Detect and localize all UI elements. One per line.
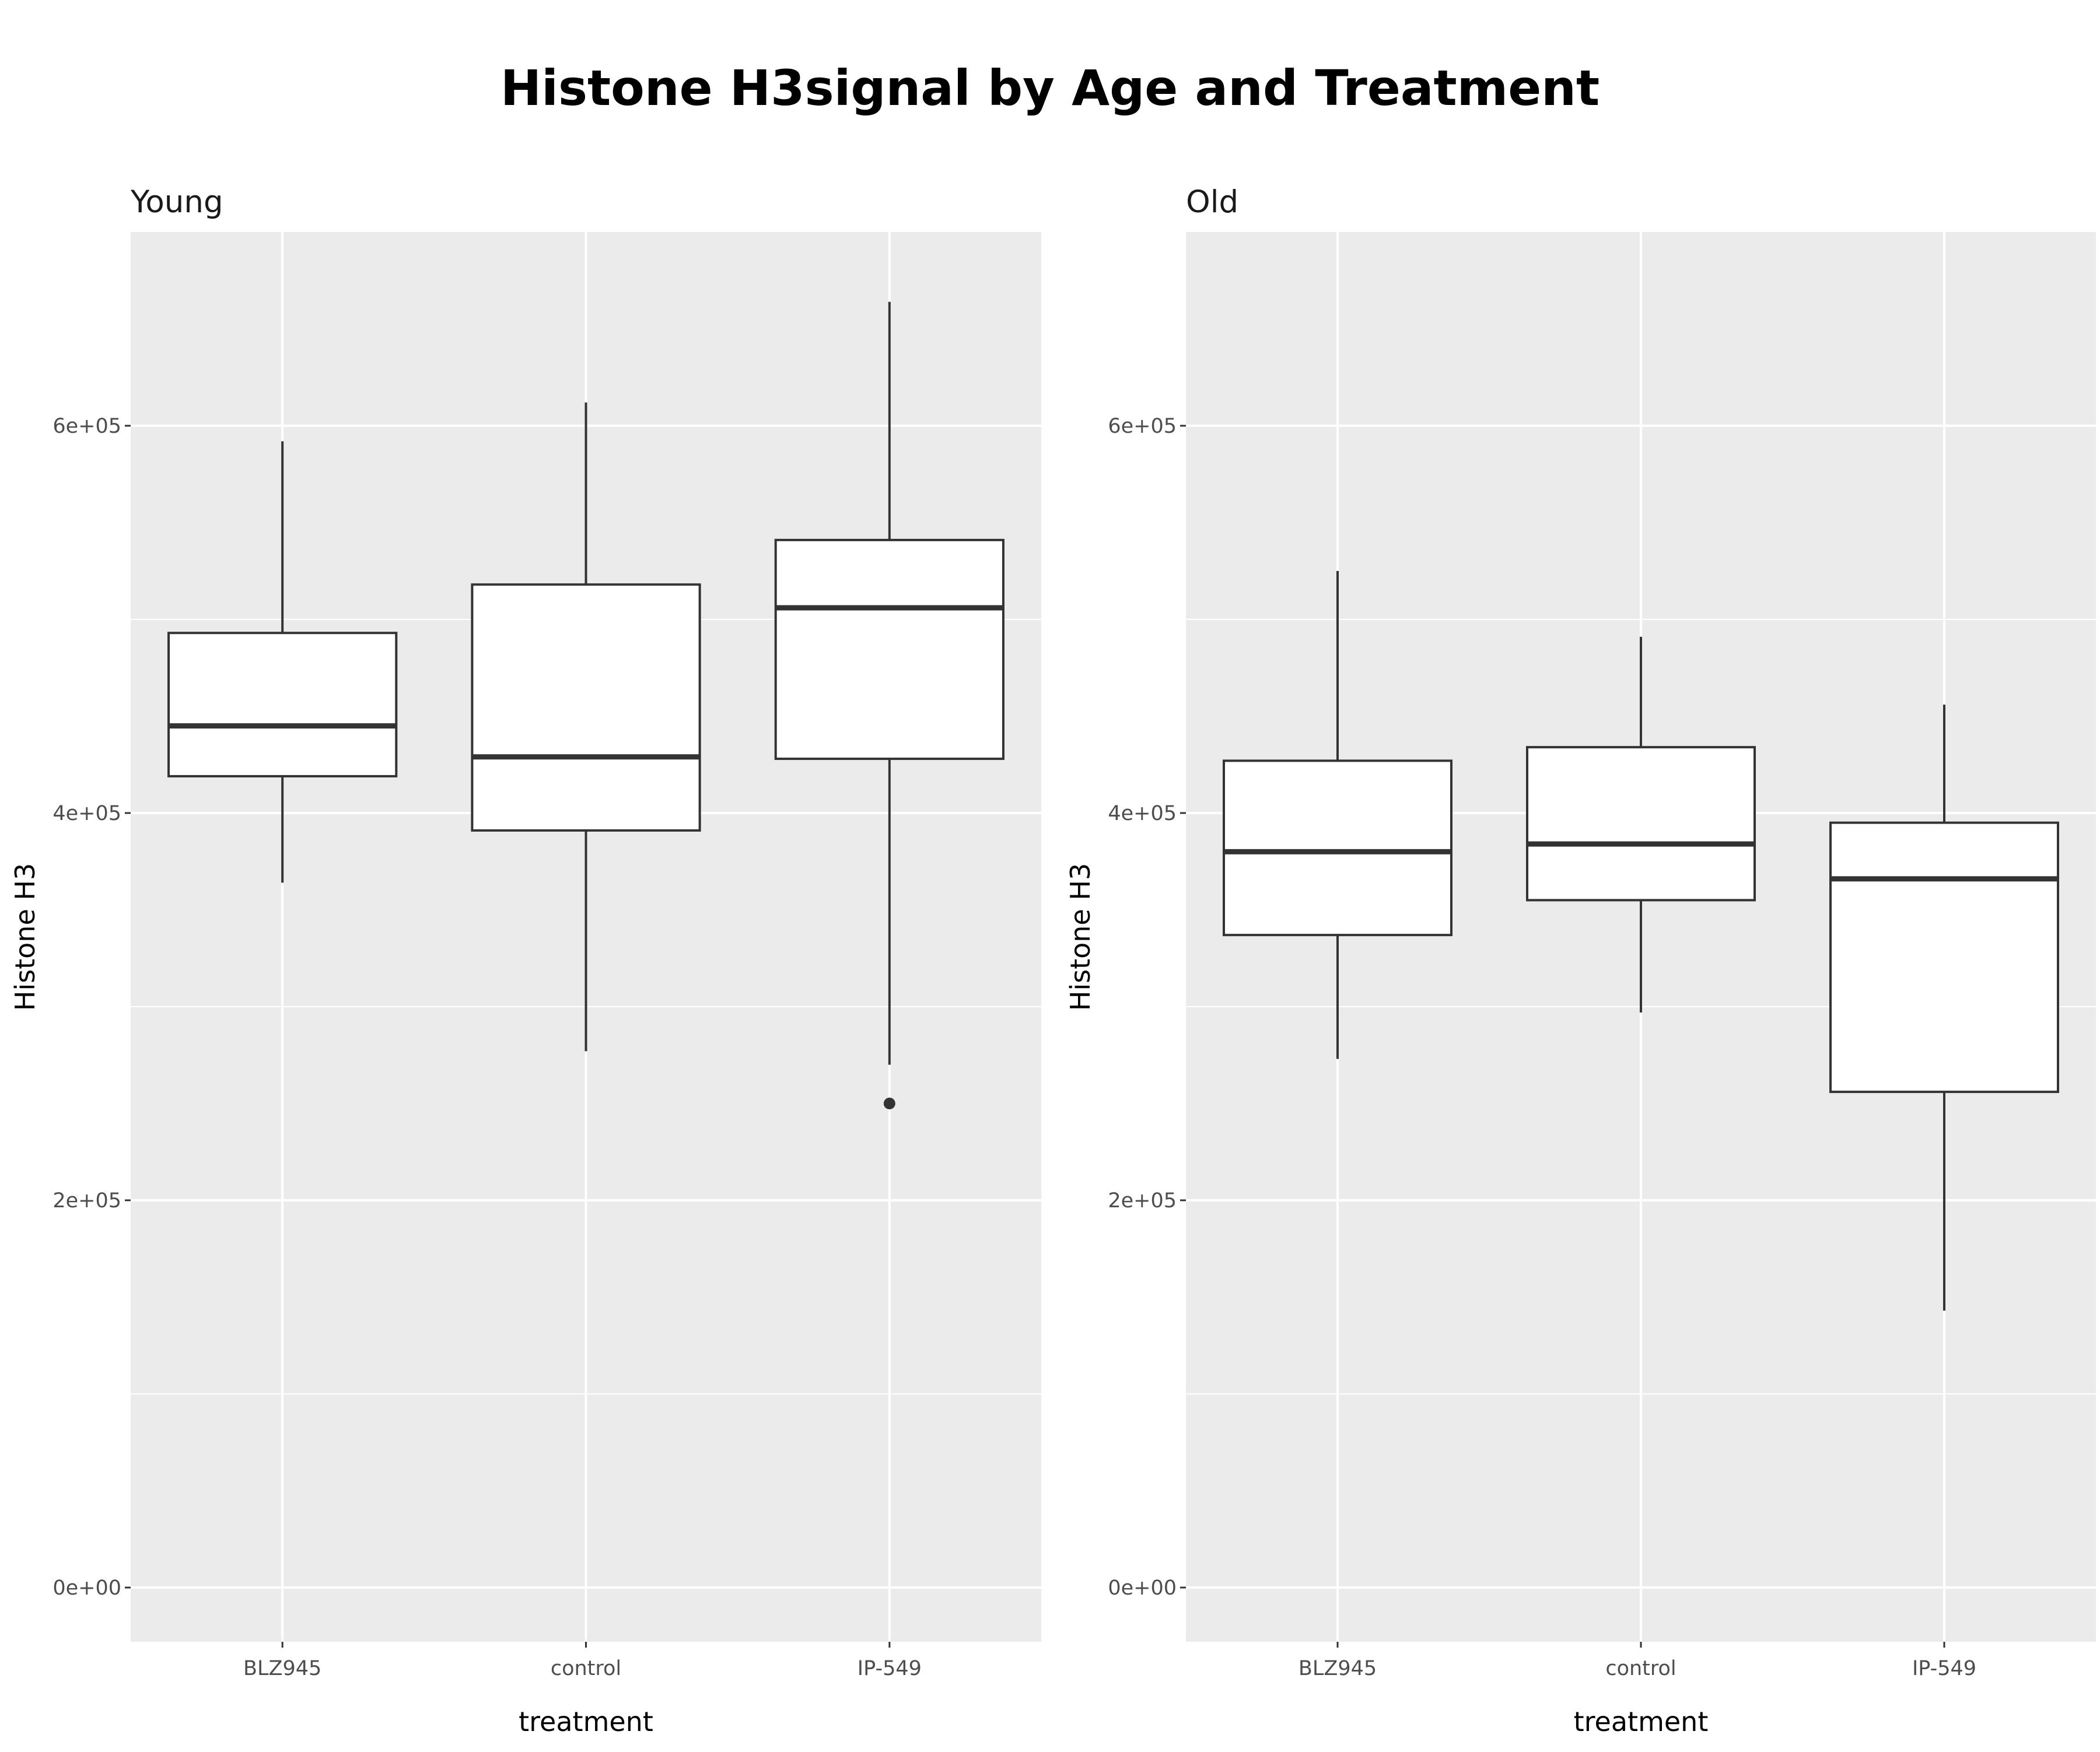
- iqr-box: [1829, 821, 2059, 1094]
- iqr-box: [774, 538, 1005, 761]
- iqr-box: [1526, 746, 1756, 902]
- facet-panel-old: Old 0e+00 2e+05 4e+05 6e+05 BLZ945 control IP-5…: [1065, 184, 2096, 1737]
- y-tick-label: 0e+00: [1108, 1576, 1177, 1600]
- x-axis-title: treatment: [1574, 1706, 1709, 1737]
- x-tick-label: IP-549: [858, 1657, 922, 1680]
- x-tick-label: control: [551, 1657, 621, 1680]
- x-tick-label: IP-549: [1912, 1657, 1976, 1680]
- box-control: [471, 402, 701, 1052]
- y-tick-label: 0e+00: [52, 1576, 121, 1600]
- outlier-point: [883, 1098, 895, 1110]
- y-tick-label: 2e+05: [1108, 1189, 1177, 1213]
- x-axis-title: treatment: [519, 1706, 653, 1737]
- y-tick-label: 6e+05: [1108, 415, 1177, 438]
- iqr-box: [1223, 759, 1452, 937]
- facet-title: Young: [130, 184, 223, 220]
- chart-title: Histone H3signal by Age and Treatment: [501, 59, 1600, 117]
- y-tick-label: 4e+05: [52, 802, 121, 825]
- facet-panels: Young 0e+00 2e+05 4e+05 6e+05 BLZ945 control IP…: [9, 184, 2096, 1737]
- box-blz945: [167, 441, 398, 883]
- box-blz945: [1223, 571, 1452, 1059]
- x-tick-label: control: [1605, 1657, 1676, 1680]
- y-tick-label: 4e+05: [1108, 802, 1177, 825]
- box-ip-549: [774, 302, 1005, 1110]
- y-axis-title: Histone H3: [1065, 863, 1096, 1011]
- facet-panel-young: Young 0e+00 2e+05 4e+05 6e+05 BLZ945 control IP…: [9, 184, 1041, 1737]
- box-control: [1526, 636, 1756, 1012]
- facet-title: Old: [1186, 184, 1238, 220]
- y-tick-label: 2e+05: [52, 1189, 121, 1213]
- y-axis-title: Histone H3: [9, 863, 41, 1011]
- box-ip-549: [1829, 705, 2059, 1311]
- iqr-box: [471, 583, 701, 832]
- x-tick-label: BLZ945: [1298, 1657, 1377, 1680]
- y-tick-label: 6e+05: [52, 415, 121, 438]
- x-tick-label: BLZ945: [243, 1657, 321, 1680]
- iqr-box: [167, 632, 398, 777]
